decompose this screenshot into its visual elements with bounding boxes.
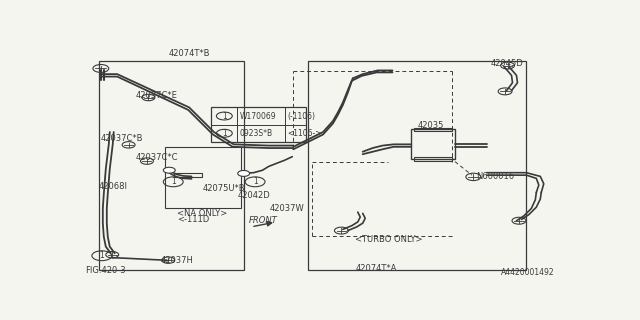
- Text: <TURBO ONLY>: <TURBO ONLY>: [355, 235, 423, 244]
- Text: 42045D: 42045D: [491, 59, 524, 68]
- Text: 1: 1: [222, 111, 227, 121]
- Text: A4420001492: A4420001492: [500, 268, 554, 277]
- Text: 1: 1: [222, 129, 227, 138]
- Text: 42074T*A: 42074T*A: [355, 264, 397, 273]
- Bar: [165, 147, 241, 208]
- Text: FRONT: FRONT: [249, 216, 278, 225]
- Text: 42037W: 42037W: [269, 204, 304, 213]
- Text: <1106->: <1106->: [287, 129, 322, 138]
- Text: 1: 1: [171, 177, 175, 186]
- Bar: [99, 60, 244, 270]
- Text: 42042D: 42042D: [237, 191, 271, 200]
- Bar: [414, 128, 452, 131]
- Text: W170069: W170069: [240, 111, 276, 121]
- Text: 0923S*B: 0923S*B: [240, 129, 273, 138]
- Bar: [174, 173, 202, 177]
- Text: 42068I: 42068I: [99, 182, 128, 191]
- Text: 1: 1: [99, 251, 104, 260]
- Text: <NA ONLY>: <NA ONLY>: [177, 209, 227, 218]
- Bar: [308, 60, 526, 270]
- Bar: [412, 129, 455, 159]
- Text: <-111D: <-111D: [177, 215, 209, 224]
- Bar: [211, 108, 306, 142]
- Bar: [414, 157, 452, 161]
- Text: 42037C*C: 42037C*C: [136, 153, 178, 162]
- Circle shape: [237, 171, 250, 176]
- Text: 42035: 42035: [417, 121, 444, 130]
- Text: 1: 1: [253, 177, 257, 186]
- Text: 42037C*B: 42037C*B: [101, 134, 143, 143]
- Text: 42075U*B: 42075U*B: [203, 184, 246, 193]
- Text: FIG.420-3: FIG.420-3: [85, 266, 125, 275]
- Text: 42037C*E: 42037C*E: [136, 91, 177, 100]
- Text: (-1106): (-1106): [287, 111, 316, 121]
- Text: 42037H: 42037H: [161, 256, 193, 265]
- Text: N600016: N600016: [476, 172, 514, 181]
- Text: 42074T*B: 42074T*B: [168, 49, 210, 58]
- Circle shape: [163, 167, 175, 173]
